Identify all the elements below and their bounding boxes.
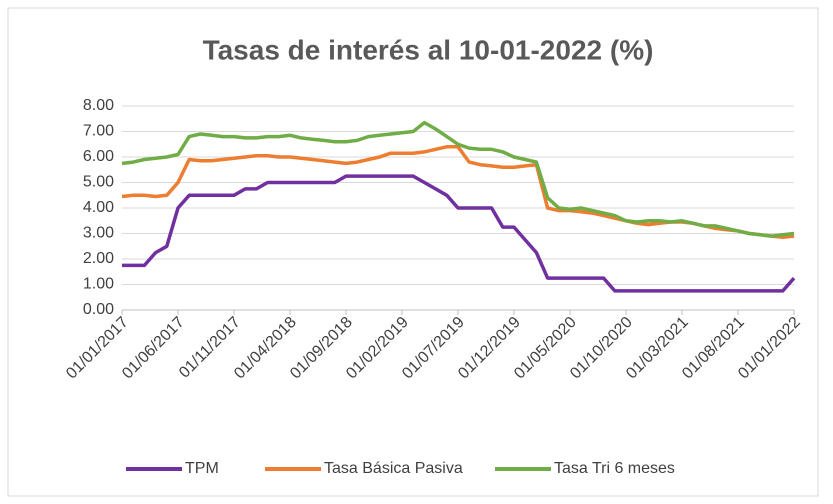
series-line bbox=[121, 120, 795, 238]
y-tick-label: 6.00 bbox=[83, 148, 114, 165]
legend-label: Tasa Tri 6 meses bbox=[554, 460, 675, 477]
y-tick-label: 5.00 bbox=[83, 174, 114, 191]
y-tick-label: 1.00 bbox=[83, 276, 114, 293]
chart-title: Tasas de interés al 10-01-2022 (%) bbox=[203, 34, 654, 65]
y-tick-label: 8.00 bbox=[83, 97, 114, 114]
chart-border bbox=[7, 7, 819, 497]
y-tick-label: 4.00 bbox=[83, 199, 114, 216]
y-tick-label: 3.00 bbox=[83, 225, 114, 242]
y-tick-label: 2.00 bbox=[83, 250, 114, 267]
y-tick-label: 0.00 bbox=[83, 301, 114, 318]
y-tick-label: 7.00 bbox=[83, 123, 114, 140]
series-line bbox=[122, 174, 796, 293]
legend-label: TPM bbox=[185, 460, 219, 477]
legend-label: Tasa Básica Pasiva bbox=[324, 460, 463, 477]
